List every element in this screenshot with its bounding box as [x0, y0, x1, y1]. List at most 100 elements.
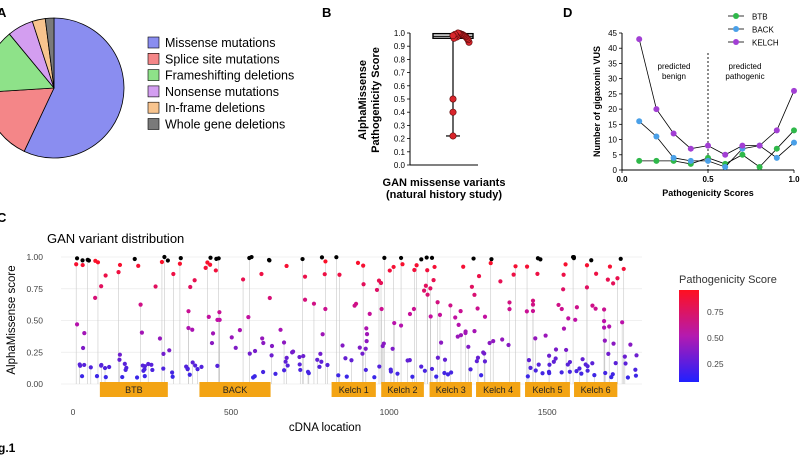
variant-point: [395, 371, 400, 376]
domain-label: Kelch 6: [581, 385, 611, 395]
variant-point: [398, 255, 404, 261]
colorbar-tick-label: 0.50: [707, 333, 724, 343]
variant-point: [507, 307, 512, 312]
x-tick-label: 0: [71, 407, 76, 417]
series-point-btb: [756, 163, 763, 170]
variant-point: [513, 264, 518, 269]
variant-point: [372, 375, 377, 380]
variant-point: [435, 300, 440, 305]
series-point-kelch: [791, 87, 797, 94]
variant-point: [138, 302, 143, 307]
legend-label: BACK: [752, 26, 774, 35]
variant-point: [585, 368, 590, 373]
variant-point: [428, 314, 433, 319]
variant-point: [463, 330, 468, 336]
variant-point: [192, 278, 197, 283]
variant-point: [170, 374, 175, 379]
variant-point: [261, 340, 266, 346]
variant-distribution-chart: 0.00 0.25 0.50 0.75 1.00 0 500 1000 1500 GAN vari…: [6, 231, 777, 434]
y-axis-title: AlphaMissensePathogenicity Score: [357, 47, 382, 153]
pathogenic-label: pathogenic: [725, 72, 764, 81]
variant-point: [278, 327, 283, 332]
variant-point: [323, 259, 328, 264]
variant-point: [170, 370, 175, 375]
variant-point: [573, 317, 578, 322]
variant-point: [561, 326, 567, 331]
variant-point: [377, 364, 382, 369]
series-point-kelch: [722, 151, 729, 158]
variant-point: [566, 316, 571, 321]
variant-point: [283, 359, 288, 364]
legend-label: In-frame deletions: [165, 101, 265, 115]
variant-point: [210, 331, 216, 336]
domain-label: BTB: [125, 385, 143, 395]
variant-point: [605, 277, 610, 282]
variant-point: [530, 308, 536, 314]
variant-point: [584, 263, 590, 268]
variant-point: [85, 257, 90, 262]
variant-point: [82, 331, 87, 336]
series-point-btb: [636, 157, 643, 164]
colorbar-tick-label: 0.75: [707, 307, 724, 317]
variant-point: [361, 263, 366, 268]
variant-point: [74, 322, 80, 327]
variant-point: [216, 256, 221, 261]
x-tick-label: 1500: [538, 407, 557, 417]
y-tick-label: 0.50: [26, 316, 43, 326]
variant-point: [177, 261, 183, 266]
variant-point: [431, 278, 436, 283]
variant-point: [246, 315, 251, 320]
legend-swatch: [147, 36, 160, 49]
variant-point: [320, 332, 325, 337]
data-point: [449, 32, 457, 40]
variant-point: [507, 300, 512, 305]
variant-point: [298, 367, 303, 373]
variant-point: [311, 301, 317, 306]
variant-point: [199, 364, 204, 369]
variant-point: [186, 325, 191, 331]
colorbar: [679, 290, 699, 382]
variant-point: [424, 255, 429, 260]
variant-point: [412, 267, 417, 273]
series-point-kelch: [636, 36, 643, 43]
pie-chart: [0, 17, 125, 159]
y-tick-label: 0.4: [394, 108, 406, 117]
y-tick-label: 30: [608, 75, 617, 84]
variant-point: [141, 368, 146, 373]
variant-point: [150, 367, 155, 373]
variant-point: [525, 374, 530, 379]
variant-point: [547, 370, 552, 376]
variant-point: [203, 265, 208, 270]
y-tick-label: 25: [608, 90, 617, 99]
variant-point: [553, 347, 559, 352]
variant-point: [593, 306, 598, 311]
variant-point: [318, 351, 323, 356]
variant-point: [553, 356, 558, 361]
variant-point: [161, 366, 166, 371]
variant-point: [601, 319, 607, 324]
variant-point: [117, 262, 123, 268]
domain-label: BACK: [223, 385, 248, 395]
variant-point: [564, 347, 569, 353]
variant-point: [489, 257, 494, 262]
variant-point: [400, 262, 405, 267]
variant-point: [103, 273, 108, 278]
variant-point: [594, 271, 599, 276]
variant-point: [217, 310, 222, 315]
variant-point: [579, 371, 584, 376]
x-axis-title: cDNA location: [289, 422, 361, 434]
data-point: [449, 132, 457, 140]
variant-point: [506, 342, 511, 348]
legend-swatch: [147, 69, 160, 81]
variant-point: [117, 352, 122, 357]
variant-point: [297, 354, 302, 360]
domain-block-kelch-3: [429, 382, 472, 397]
variant-point: [195, 367, 200, 372]
variant-point: [621, 266, 626, 272]
variant-point: [233, 345, 238, 350]
y-tick-label: 35: [608, 59, 617, 68]
series-point-back: [653, 133, 660, 140]
legend-label: BTB: [752, 13, 768, 22]
variant-point: [613, 361, 618, 366]
